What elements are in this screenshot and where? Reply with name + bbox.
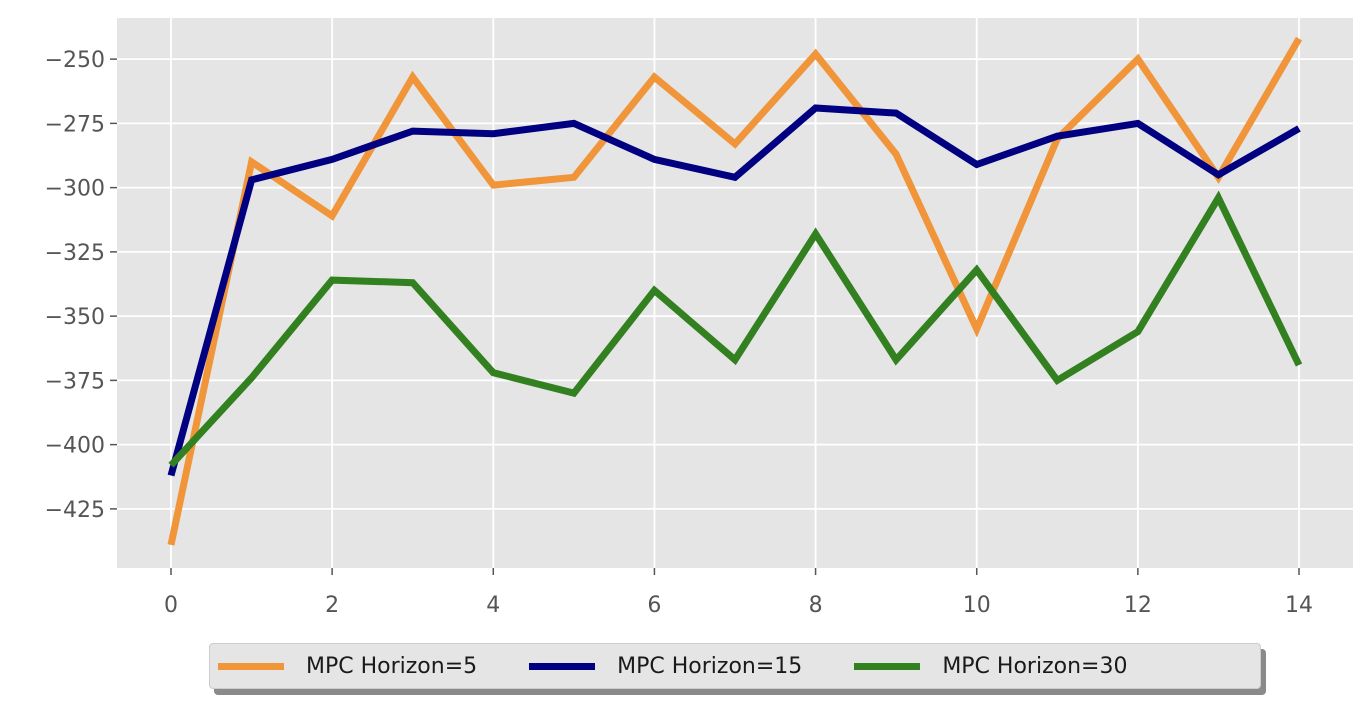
y-tick-label-0: −425 [45,498,105,523]
legend-item-series-1: MPC Horizon=15 [529,654,802,679]
x-tick-label-5: 10 [963,593,991,618]
y-tick-label-2: −375 [45,369,105,394]
legend-label-series-1: MPC Horizon=15 [617,653,803,679]
legend-swatch-series-2 [854,662,921,670]
x-tick-label-0: 0 [164,593,178,618]
series-line-1 [167,104,1301,477]
x-tick-label-6: 12 [1124,593,1152,618]
y-tick-label-1: −400 [45,434,105,459]
legend: MPC Horizon=5 MPC Horizon=15 MPC Horizon… [209,643,1261,689]
x-tick-label-4: 8 [809,593,823,618]
x-tick-label-3: 6 [647,593,661,618]
legend-swatch-series-0 [218,662,284,670]
series-line-0 [167,36,1303,546]
y-tick-label-5: −300 [45,177,105,202]
y-tick-label-3: −350 [45,305,105,330]
y-tick-label-4: −325 [45,241,105,266]
line-chart: 0 2 4 6 8 10 12 14 −425 −400 −375 −350 −325 −300 −275 −… [45,18,1353,618]
x-tick-label-1: 2 [325,593,339,618]
series-line-2 [168,190,1303,468]
y-tick-label-6: −275 [45,112,105,137]
legend-label-series-2: MPC Horizon=30 [942,653,1128,679]
legend-swatch-series-1 [529,662,596,670]
legend-item-series-2: MPC Horizon=30 [854,654,1127,679]
x-tick-label-2: 4 [486,593,500,618]
x-tick-label-7: 14 [1285,593,1313,618]
legend-label-series-0: MPC Horizon=5 [306,653,478,679]
y-tick-label-7: −250 [45,48,105,73]
legend-item-series-0: MPC Horizon=5 [218,654,477,679]
